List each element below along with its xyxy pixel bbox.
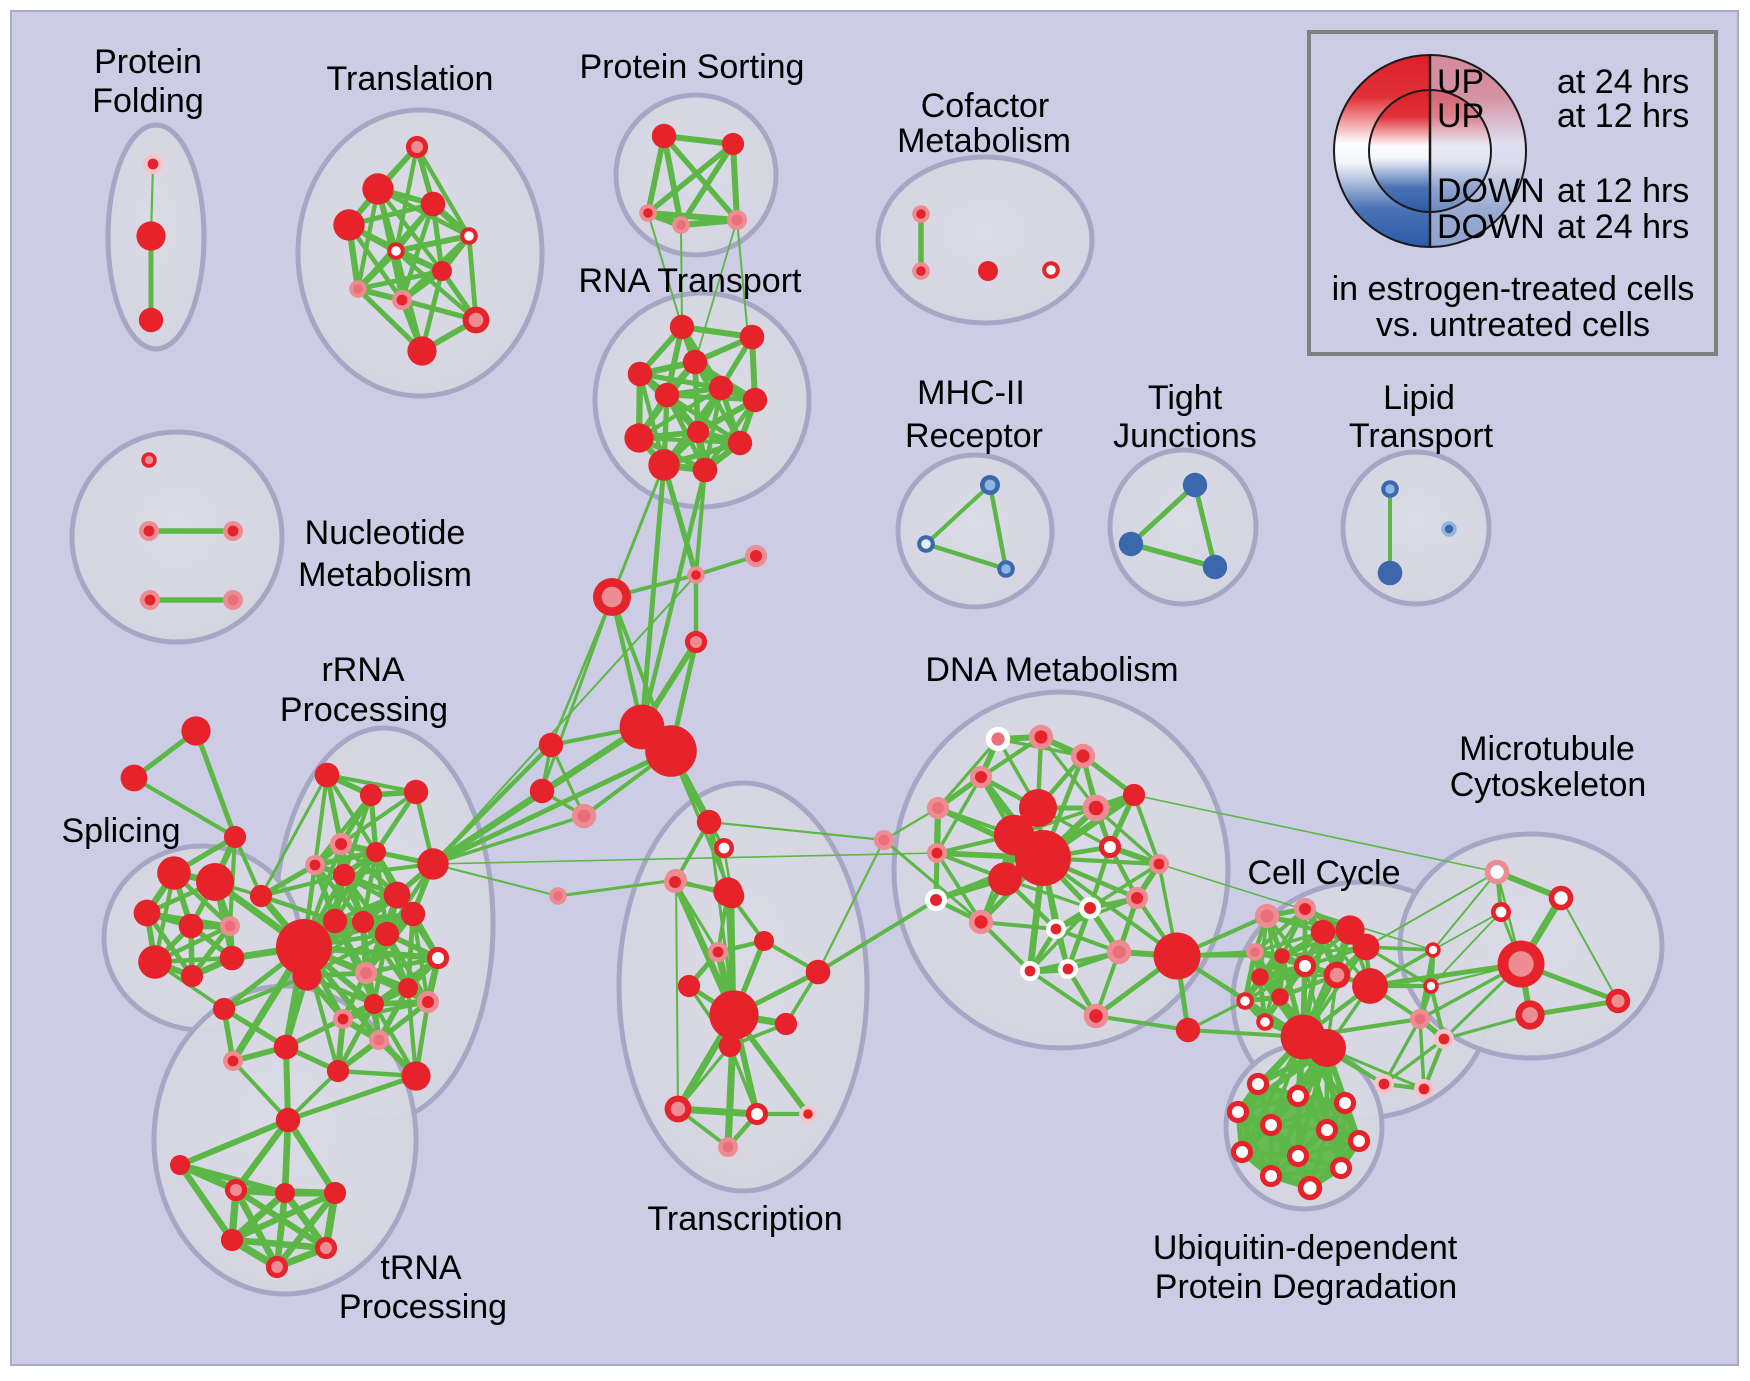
svg-text:at 12 hrs: at 12 hrs xyxy=(1557,172,1689,210)
svg-text:RNA Transport: RNA Transport xyxy=(579,262,803,300)
svg-text:MHC-II: MHC-II xyxy=(917,374,1025,412)
svg-text:Transport: Transport xyxy=(1349,417,1494,455)
svg-text:Lipid: Lipid xyxy=(1383,379,1455,417)
svg-text:Splicing: Splicing xyxy=(61,812,180,850)
svg-text:Transcription: Transcription xyxy=(647,1200,842,1238)
svg-text:Protein Degradation: Protein Degradation xyxy=(1155,1268,1457,1306)
svg-text:Processing: Processing xyxy=(339,1288,507,1326)
svg-text:DOWN: DOWN xyxy=(1437,172,1545,210)
svg-text:DNA Metabolism: DNA Metabolism xyxy=(925,651,1178,689)
svg-text:Protein Sorting: Protein Sorting xyxy=(580,48,805,86)
svg-text:UP: UP xyxy=(1437,63,1484,101)
svg-text:Junctions: Junctions xyxy=(1113,417,1257,455)
svg-text:UP: UP xyxy=(1437,97,1484,135)
svg-text:Cofactor: Cofactor xyxy=(921,87,1050,125)
svg-text:Ubiquitin-dependent: Ubiquitin-dependent xyxy=(1153,1229,1458,1267)
svg-text:Cell Cycle: Cell Cycle xyxy=(1247,854,1400,892)
svg-text:Folding: Folding xyxy=(92,82,204,120)
svg-text:at 24 hrs: at 24 hrs xyxy=(1557,208,1689,246)
svg-text:Processing: Processing xyxy=(280,691,448,729)
svg-text:vs. untreated cells: vs. untreated cells xyxy=(1376,306,1650,344)
svg-text:Translation: Translation xyxy=(327,60,494,98)
svg-text:tRNA: tRNA xyxy=(380,1249,462,1287)
svg-text:Protein: Protein xyxy=(94,43,202,81)
svg-text:rRNA: rRNA xyxy=(321,651,404,689)
svg-text:Cytoskeleton: Cytoskeleton xyxy=(1450,766,1647,804)
svg-text:Metabolism: Metabolism xyxy=(897,122,1071,160)
svg-text:at 24 hrs: at 24 hrs xyxy=(1557,63,1689,101)
svg-text:at 12 hrs: at 12 hrs xyxy=(1557,97,1689,135)
svg-text:in estrogen-treated cells: in estrogen-treated cells xyxy=(1332,270,1695,308)
svg-text:Tight: Tight xyxy=(1148,379,1223,417)
svg-text:Microtubule: Microtubule xyxy=(1459,730,1635,768)
svg-text:Metabolism: Metabolism xyxy=(298,556,472,594)
svg-text:Receptor: Receptor xyxy=(905,417,1043,455)
svg-text:DOWN: DOWN xyxy=(1437,208,1545,246)
svg-text:Nucleotide: Nucleotide xyxy=(305,514,466,552)
